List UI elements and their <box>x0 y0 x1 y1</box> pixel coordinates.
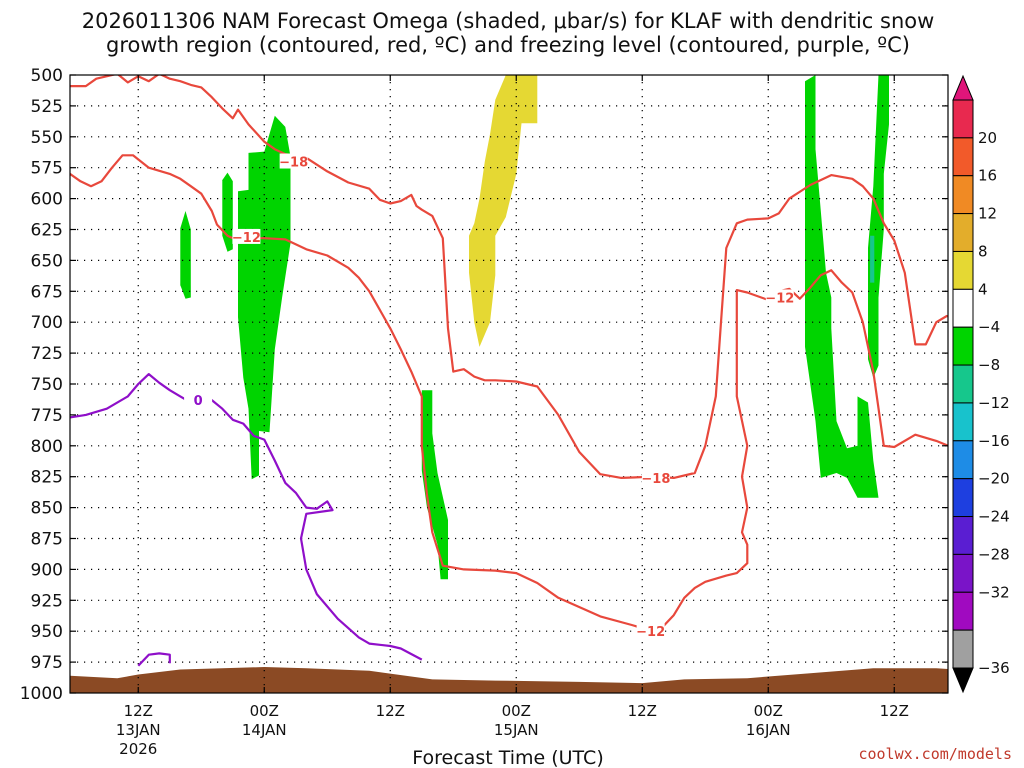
shaded-region-6 <box>870 235 875 283</box>
contour-line-2 <box>70 373 423 661</box>
contour-label-bg-5 <box>184 392 213 408</box>
colorbar-box-6 <box>952 326 974 366</box>
y-tick-label-20: 1000 <box>20 684 63 704</box>
y-tick-label-18: 950 <box>31 622 63 642</box>
colorbar-box-7 <box>952 364 974 404</box>
contour-line-0 <box>70 75 948 479</box>
colorbar-box-1 <box>952 137 974 177</box>
y-tick-label-12: 800 <box>31 437 63 457</box>
contour-label-4: −12 <box>765 291 794 306</box>
chart-title-line1: 2026011306 NAM Forecast Omega (shaded, μ… <box>82 9 935 33</box>
x-axis-label: Forecast Time (UTC) <box>412 747 603 768</box>
colorbar-label-0: 20 <box>978 129 997 147</box>
y-tick-label-2: 550 <box>31 128 63 148</box>
y-axis: 500 525 550 575 600 625 650 675 700 725 750 775 800 8… <box>20 66 948 704</box>
contour-label-bg-2 <box>641 469 670 485</box>
x-tick-label2-1: 14JAN <box>242 721 287 739</box>
x-tick-label1-2: 12Z <box>376 702 405 720</box>
contour-label-2: −18 <box>641 472 670 487</box>
y-tick-label-17: 925 <box>31 591 63 611</box>
shaded-region-2 <box>238 115 291 480</box>
y-tick-label-13: 825 <box>31 468 63 488</box>
colorbar-box-10 <box>952 478 974 518</box>
colorbar-box-13 <box>952 591 974 631</box>
x-tick-label1-5: 00Z <box>754 702 783 720</box>
shading-layer <box>70 75 948 693</box>
colorbar-label-11: −28 <box>978 545 1010 563</box>
colorbar-label-8: −16 <box>978 432 1010 450</box>
colorbar-label-2: 12 <box>978 205 997 223</box>
contour-label-5: 0 <box>194 394 203 409</box>
colorbar-label-9: −20 <box>978 470 1010 488</box>
colorbar: 20 16 12 8 4 −4 −8 −12 −16 −20 −24 −28 −32 −36 <box>952 74 1010 694</box>
colorbar-label-4: 4 <box>978 280 988 298</box>
credit-text: coolwx.com/models <box>858 745 1012 763</box>
y-tick-label-19: 975 <box>31 653 63 673</box>
x-tick-label1-6: 12Z <box>880 702 909 720</box>
contour-label-0: −18 <box>279 156 308 171</box>
contour-label-layer: −18 −12 −18 −12 −12 0 <box>184 153 794 640</box>
chart-title-line2: growth region (contoured, red, ºC) and f… <box>106 33 910 57</box>
x-tick-label2-0: 13JAN <box>116 721 161 739</box>
x-tick-label1-3: 00Z <box>502 702 531 720</box>
y-tick-label-16: 900 <box>31 560 63 580</box>
y-tick-label-4: 600 <box>31 190 63 210</box>
x-tick-label2-5: 16JAN <box>746 721 791 739</box>
y-tick-label-5: 625 <box>31 221 63 241</box>
colorbar-label-3: 8 <box>978 242 988 260</box>
contour-label-1: −12 <box>232 231 261 246</box>
y-tick-label-10: 750 <box>31 375 63 395</box>
colorbar-label-10: −24 <box>978 508 1010 526</box>
y-tick-label-3: 575 <box>31 159 63 179</box>
contour-label-bg-4 <box>765 289 794 305</box>
contour-label-bg-1 <box>232 228 261 244</box>
colorbar-label-7: −12 <box>978 394 1010 412</box>
y-tick-label-9: 725 <box>31 344 63 364</box>
y-tick-label-6: 650 <box>31 251 63 271</box>
x-tick-label2-3: 15JAN <box>494 721 539 739</box>
colorbar-box-12 <box>952 553 974 593</box>
shaded-region-8 <box>70 667 948 693</box>
y-tick-label-11: 775 <box>31 406 63 426</box>
shaded-region-7 <box>469 75 538 347</box>
colorbar-box-2 <box>952 175 974 215</box>
contour-line-3 <box>137 652 171 667</box>
colorbar-box-0 <box>952 99 974 139</box>
y-tick-label-15: 875 <box>31 530 63 550</box>
y-tick-label-7: 675 <box>31 282 63 302</box>
shaded-region-5 <box>868 75 889 378</box>
colorbar-label-5: −4 <box>978 318 1000 336</box>
x-tick-label1-4: 12Z <box>628 702 657 720</box>
colorbar-box-9 <box>952 440 974 480</box>
colorbar-label-6: −8 <box>978 356 1000 374</box>
contour-layer <box>70 75 948 667</box>
y-tick-label-1: 525 <box>31 97 63 117</box>
colorbar-label-13: −36 <box>978 659 1010 677</box>
colorbar-label-12: −32 <box>978 583 1010 601</box>
x-tick-label1-1: 00Z <box>250 702 279 720</box>
y-tick-label-0: 500 <box>31 66 63 86</box>
shaded-region-0 <box>180 211 191 299</box>
contour-label-bg-3 <box>636 623 665 639</box>
colorbar-box-8 <box>952 402 974 442</box>
contour-line-1 <box>70 154 948 633</box>
y-tick-label-8: 700 <box>31 313 63 333</box>
colorbar-bottom-arrow <box>952 667 974 694</box>
x-tick-label1-0: 12Z <box>124 702 153 720</box>
colorbar-label-1: 16 <box>978 167 997 185</box>
y-tick-label-14: 850 <box>31 499 63 519</box>
contour-label-bg-0 <box>279 153 308 169</box>
shaded-region-3 <box>421 390 448 580</box>
x-tick-label3-0: 2026 <box>119 740 157 758</box>
contour-label-3: −12 <box>636 625 665 640</box>
shaded-region-4 <box>805 75 879 498</box>
colorbar-box-14 <box>952 629 974 669</box>
colorbar-box-5 <box>952 288 974 328</box>
colorbar-box-4 <box>952 250 974 290</box>
colorbar-box-3 <box>952 213 974 252</box>
colorbar-box-11 <box>952 516 974 555</box>
